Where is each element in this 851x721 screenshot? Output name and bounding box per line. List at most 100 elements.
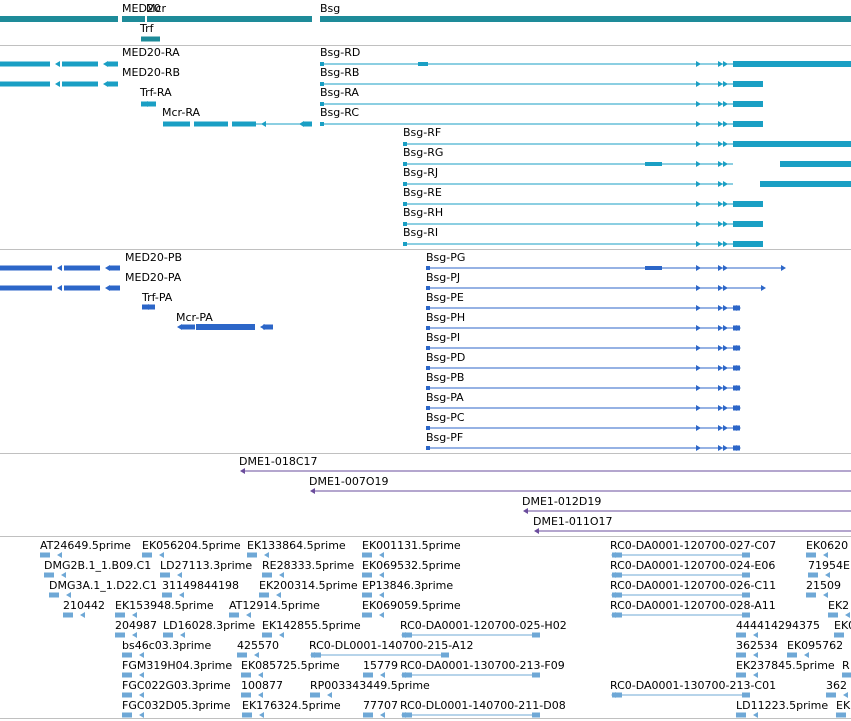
transcript-label[interactable]: Bsg-RE bbox=[403, 186, 442, 199]
est-label[interactable]: EK bbox=[836, 699, 851, 712]
strand-arrow-icon[interactable] bbox=[177, 324, 182, 330]
strand-arrow-icon[interactable] bbox=[159, 552, 164, 558]
exon-block[interactable] bbox=[834, 632, 844, 638]
est-label[interactable]: RC0-DL0001-140700-211-D08 bbox=[400, 699, 566, 712]
strand-arrow-icon[interactable] bbox=[718, 101, 723, 107]
clone-label[interactable]: DME1-012D19 bbox=[522, 495, 602, 508]
exon-block[interactable] bbox=[806, 552, 816, 558]
exon-block[interactable] bbox=[241, 692, 251, 698]
exon-block[interactable] bbox=[403, 202, 407, 206]
strand-arrow-icon[interactable] bbox=[696, 121, 701, 127]
strand-arrow-icon[interactable] bbox=[823, 552, 828, 558]
est-label[interactable]: RC0-DA0001-120700-025-H02 bbox=[400, 619, 567, 632]
exon-block[interactable] bbox=[532, 712, 540, 718]
strand-arrow-icon[interactable] bbox=[718, 305, 723, 311]
strand-arrow-icon[interactable] bbox=[276, 592, 281, 598]
est-label[interactable]: 15779 bbox=[363, 659, 398, 672]
exon-block[interactable] bbox=[0, 265, 52, 271]
strand-arrow-icon[interactable] bbox=[696, 181, 701, 187]
strand-arrow-icon[interactable] bbox=[696, 241, 701, 247]
est-label[interactable]: EK2 bbox=[828, 599, 850, 612]
strand-arrow-icon[interactable] bbox=[139, 712, 144, 718]
protein-label[interactable]: Mcr-PA bbox=[176, 311, 213, 324]
exon-block[interactable] bbox=[426, 266, 430, 270]
exon-block[interactable] bbox=[0, 61, 50, 67]
exon-block[interactable] bbox=[115, 632, 125, 638]
exon-block[interactable] bbox=[320, 82, 324, 86]
gene-glyph[interactable] bbox=[147, 16, 312, 22]
exon-block[interactable] bbox=[736, 632, 746, 638]
strand-arrow-icon[interactable] bbox=[259, 712, 264, 718]
strand-arrow-icon[interactable] bbox=[139, 692, 144, 698]
exon-block[interactable] bbox=[736, 712, 746, 718]
exon-block[interactable] bbox=[320, 102, 324, 106]
exon-block[interactable] bbox=[645, 266, 662, 270]
exon-block[interactable] bbox=[311, 652, 321, 658]
strand-arrow-icon[interactable] bbox=[718, 285, 723, 291]
exon-block[interactable] bbox=[842, 672, 851, 678]
strand-arrow-icon[interactable] bbox=[379, 572, 384, 578]
strand-arrow-icon[interactable] bbox=[57, 285, 62, 291]
transcript-label[interactable]: Bsg-RJ bbox=[403, 166, 439, 179]
strand-arrow-icon[interactable] bbox=[55, 81, 60, 87]
est-label[interactable]: 444414294375 bbox=[736, 619, 820, 632]
transcript-label[interactable]: Bsg-RG bbox=[403, 146, 444, 159]
exon-block[interactable] bbox=[362, 572, 372, 578]
strand-arrow-icon[interactable] bbox=[696, 101, 701, 107]
strand-arrow-icon[interactable] bbox=[723, 101, 728, 107]
strand-arrow-icon[interactable] bbox=[804, 652, 809, 658]
exon-block[interactable] bbox=[532, 672, 540, 678]
exon-block[interactable] bbox=[733, 61, 851, 67]
strand-arrow-icon[interactable] bbox=[139, 672, 144, 678]
strand-arrow-icon[interactable] bbox=[736, 325, 741, 331]
exon-block[interactable] bbox=[787, 652, 797, 658]
exon-block[interactable] bbox=[733, 81, 763, 87]
strand-arrow-icon[interactable] bbox=[723, 221, 728, 227]
exon-block[interactable] bbox=[612, 572, 622, 578]
strand-arrow-icon[interactable] bbox=[380, 672, 385, 678]
est-label[interactable]: EK153948.5prime bbox=[115, 599, 214, 612]
exon-block[interactable] bbox=[426, 326, 430, 330]
exon-block[interactable] bbox=[194, 121, 228, 127]
strand-arrow-icon[interactable] bbox=[80, 612, 85, 618]
strand-arrow-icon[interactable] bbox=[718, 405, 723, 411]
exon-block[interactable] bbox=[262, 572, 272, 578]
exon-block[interactable] bbox=[780, 161, 851, 167]
strand-arrow-icon[interactable] bbox=[696, 81, 701, 87]
est-label[interactable]: RC0-DA0001-120700-028-A11 bbox=[610, 599, 776, 612]
est-label[interactable]: EP13846.3prime bbox=[362, 579, 454, 592]
strand-arrow-icon[interactable] bbox=[299, 121, 304, 127]
est-label[interactable]: EK085725.5prime bbox=[241, 659, 340, 672]
strand-arrow-icon[interactable] bbox=[103, 81, 108, 87]
exon-block[interactable] bbox=[733, 201, 763, 207]
strand-arrow-icon[interactable] bbox=[718, 181, 723, 187]
est-label[interactable]: RP003343449.5prime bbox=[310, 679, 430, 692]
exon-block[interactable] bbox=[402, 672, 412, 678]
exon-block[interactable] bbox=[63, 612, 73, 618]
exon-block[interactable] bbox=[532, 632, 540, 638]
gene-glyph[interactable] bbox=[320, 16, 851, 22]
strand-arrow-icon[interactable] bbox=[718, 141, 723, 147]
est-label[interactable]: EK056204.5prime bbox=[142, 539, 241, 552]
est-label[interactable]: EK0620 bbox=[806, 539, 849, 552]
est-label[interactable]: 362534 bbox=[736, 639, 778, 652]
strand-arrow-icon[interactable] bbox=[264, 552, 269, 558]
est-label[interactable]: LD16028.3prime bbox=[163, 619, 256, 632]
est-label[interactable]: FGC022G03.3prime bbox=[122, 679, 231, 692]
est-label[interactable]: LD27113.3prime bbox=[160, 559, 253, 572]
est-label[interactable]: 31149844198 bbox=[162, 579, 239, 592]
est-label[interactable]: DMG2B.1_1.B09.C1 bbox=[44, 559, 152, 572]
strand-arrow-icon[interactable] bbox=[723, 405, 728, 411]
protein-label[interactable]: MED20-PA bbox=[125, 271, 182, 284]
exon-block[interactable] bbox=[62, 61, 98, 67]
strand-arrow-icon[interactable] bbox=[57, 265, 62, 271]
exon-block[interactable] bbox=[426, 306, 430, 310]
exon-block[interactable] bbox=[259, 592, 269, 598]
est-label[interactable]: LD11223.5prime bbox=[736, 699, 829, 712]
transcript-label[interactable]: Trf-RA bbox=[140, 86, 172, 99]
est-label[interactable]: RC0-DA0001-120700-026-C11 bbox=[610, 579, 777, 592]
est-label[interactable]: FGM319H04.3prime bbox=[122, 659, 233, 672]
exon-block[interactable] bbox=[196, 324, 255, 330]
est-label[interactable]: RC0-DA0001-130700-213-F09 bbox=[400, 659, 565, 672]
strand-arrow-icon[interactable] bbox=[132, 612, 137, 618]
